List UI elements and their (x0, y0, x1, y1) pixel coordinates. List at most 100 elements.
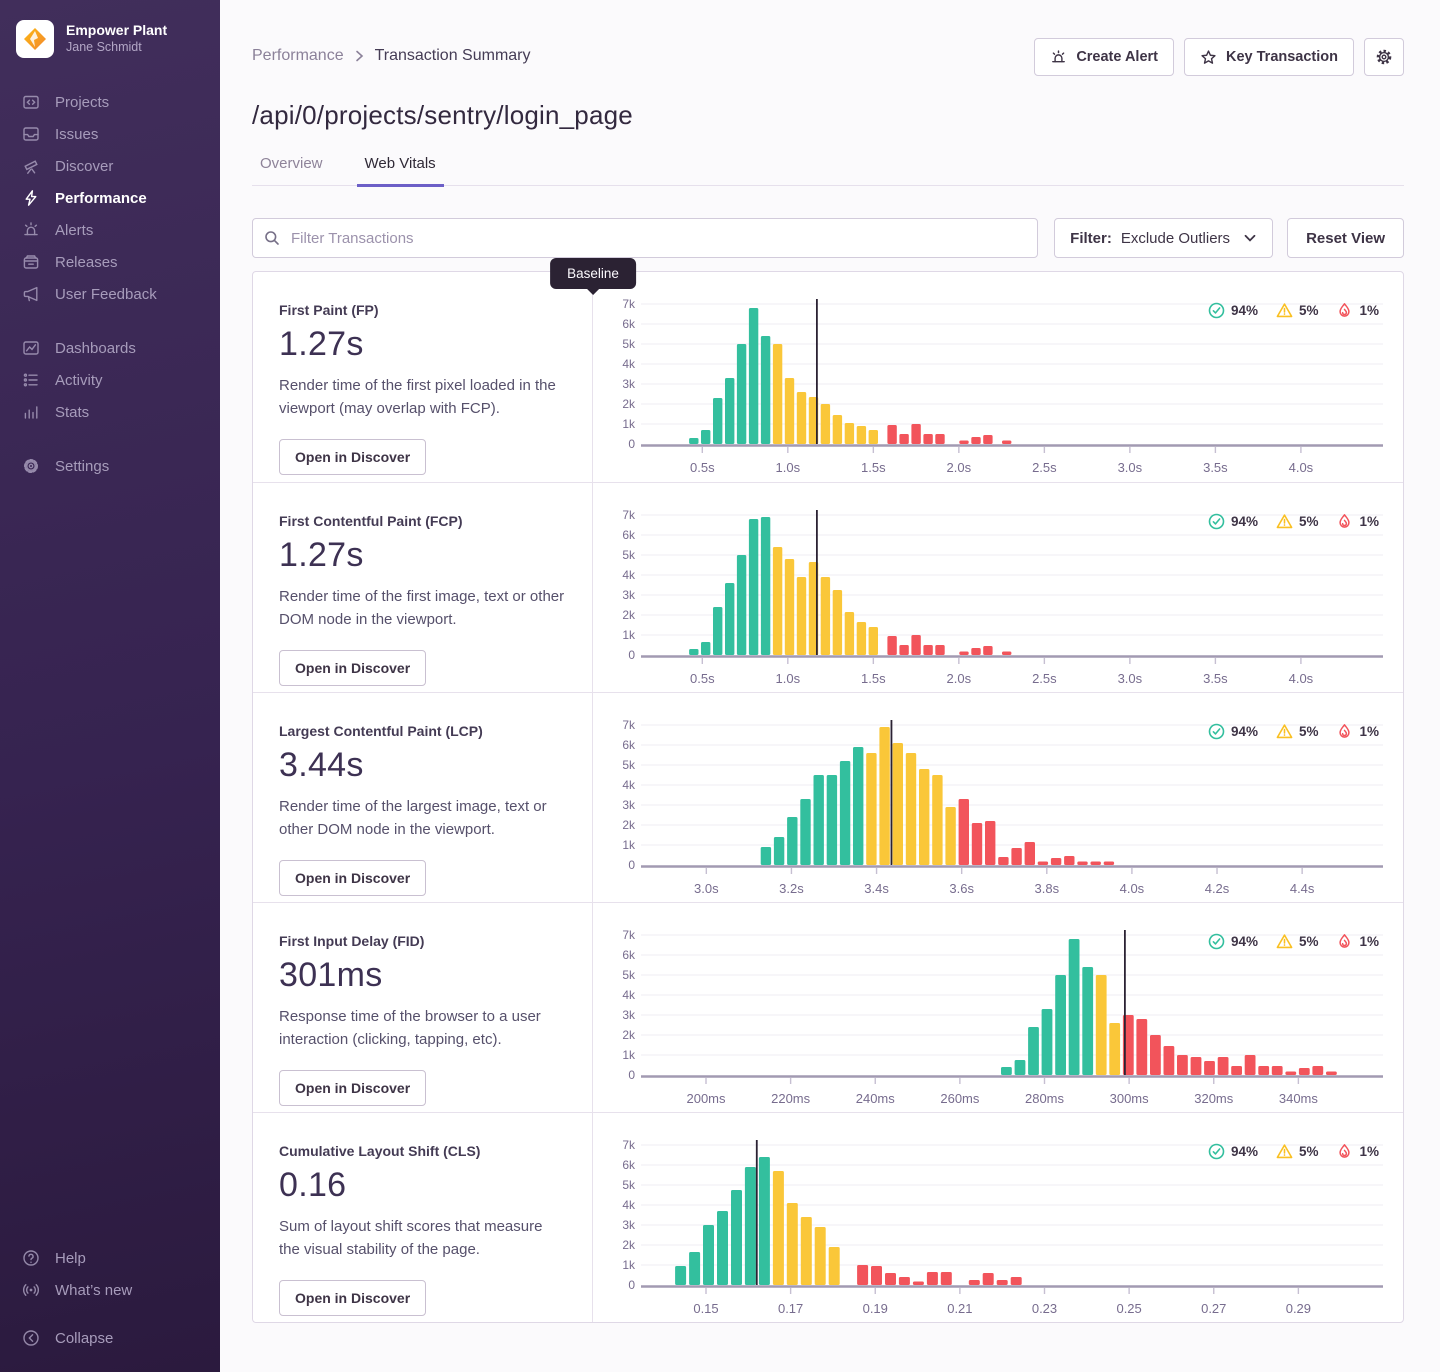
chevron-down-icon (1243, 231, 1257, 245)
check-circle-icon (1208, 933, 1225, 950)
transaction-settings-button[interactable] (1364, 38, 1404, 76)
projects-icon (22, 93, 40, 111)
svg-text:3.6s: 3.6s (949, 881, 974, 896)
svg-text:3.5s: 3.5s (1203, 460, 1228, 475)
breadcrumb-performance[interactable]: Performance (252, 47, 344, 64)
svg-text:2.0s: 2.0s (947, 671, 972, 686)
svg-text:3.0s: 3.0s (694, 881, 719, 896)
svg-text:2.5s: 2.5s (1032, 671, 1057, 686)
svg-text:2.5s: 2.5s (1032, 460, 1057, 475)
svg-text:2k: 2k (622, 397, 636, 411)
check-circle-icon (1208, 723, 1225, 740)
svg-text:2k: 2k (622, 608, 636, 622)
vital-name: First Input Delay (FID) (279, 933, 425, 949)
fire-icon (1336, 1143, 1353, 1160)
create-alert-button[interactable]: Create Alert (1034, 38, 1174, 76)
tab-overview[interactable]: Overview (260, 155, 323, 172)
svg-text:0: 0 (628, 1278, 635, 1292)
sidebar-item-alerts[interactable]: Alerts (0, 214, 220, 246)
performance-icon (22, 189, 40, 207)
svg-text:3k: 3k (622, 1218, 636, 1232)
sidebar-footer: Help What’s new Collapse (0, 1242, 220, 1354)
breadcrumb: Performance Transaction Summary (252, 38, 531, 65)
vital-value: 1.27s (279, 536, 364, 574)
svg-text:0.5s: 0.5s (690, 460, 715, 475)
svg-text:1k: 1k (622, 838, 636, 852)
legend-warn: 5% (1276, 723, 1318, 740)
open-in-discover-button[interactable]: Open in Discover (279, 1279, 427, 1316)
svg-text:6k: 6k (622, 1158, 636, 1172)
reset-view-button[interactable]: Reset View (1287, 218, 1404, 258)
svg-text:6k: 6k (622, 317, 636, 331)
sidebar-item-issues[interactable]: Issues (0, 118, 220, 150)
filter-dropdown-button[interactable]: Filter: Exclude Outliers (1054, 218, 1274, 258)
sidebar-item-label: Collapse (55, 1329, 114, 1347)
open-in-discover-button[interactable]: Open in Discover (279, 859, 427, 896)
sidebar-item-dashboards[interactable]: Dashboards (0, 332, 220, 364)
vital-name: Largest Contentful Paint (LCP) (279, 723, 483, 739)
tab-web-vitals[interactable]: Web Vitals (356, 155, 444, 187)
org-logo (16, 20, 54, 58)
user-name: Jane Schmidt (66, 39, 142, 54)
fire-icon (1336, 723, 1353, 740)
svg-text:1k: 1k (622, 1258, 636, 1272)
sidebar-group: Projects Issues Discover Performance Alerts R… (0, 86, 220, 310)
sidebar-item-label: Alerts (55, 221, 94, 239)
web-vitals-panel: First Paint (FP) 1.27s Render time of th… (252, 258, 1404, 1323)
svg-text:1k: 1k (622, 1048, 636, 1062)
sidebar-item-settings[interactable]: Settings (0, 450, 220, 482)
svg-text:4.0s: 4.0s (1289, 671, 1314, 686)
user-feedback-icon (22, 285, 40, 303)
filter-transactions-input[interactable] (252, 218, 1039, 258)
vital-histogram: 94% 5% (593, 693, 1403, 902)
svg-text:200ms: 200ms (686, 1091, 726, 1106)
sidebar-item-discover[interactable]: Discover (0, 150, 220, 182)
svg-text:3.5s: 3.5s (1203, 671, 1228, 686)
histogram-chart: 0 1k 2k 3k 4k 5k 6k 7k 200ms 220ms 240ms 260ms 280ms… (622, 928, 1383, 1106)
legend-fail: 1% (1336, 933, 1379, 950)
sidebar-item-label: User Feedback (55, 285, 157, 303)
vital-histogram: 94% 5% (593, 903, 1403, 1112)
org-switcher[interactable]: Empower Plant Jane Schmidt (0, 14, 220, 72)
legend-pass: 94% (1208, 1143, 1258, 1160)
svg-text:4.2s: 4.2s (1205, 881, 1230, 896)
check-circle-icon (1208, 513, 1225, 530)
svg-text:300ms: 300ms (1110, 1091, 1150, 1106)
vital-info: Largest Contentful Paint (LCP) 3.44s Ren… (253, 693, 593, 902)
open-in-discover-button[interactable]: Open in Discover (279, 438, 427, 475)
vital-legend: 94% 5% (1208, 302, 1379, 319)
svg-text:0.29: 0.29 (1286, 1301, 1311, 1316)
page-title: /api/0/projects/sentry/login_page (252, 100, 633, 130)
sidebar-item-activity[interactable]: Activity (0, 364, 220, 396)
empower-plant-logo-icon (24, 28, 46, 50)
svg-text:4k: 4k (622, 988, 636, 1002)
sidebar-item-releases[interactable]: Releases (0, 246, 220, 278)
sidebar-item-user-feedback[interactable]: User Feedback (0, 278, 220, 310)
sidebar-item-stats[interactable]: Stats (0, 396, 220, 428)
open-in-discover-button[interactable]: Open in Discover (279, 649, 427, 686)
sidebar-item-whats-new[interactable]: What’s new (0, 1274, 220, 1306)
svg-text:1.0s: 1.0s (776, 460, 801, 475)
sidebar-item-collapse[interactable]: Collapse (0, 1322, 220, 1354)
histogram-chart: 0 1k 2k 3k 4k 5k 6k 7k 0.15 0.17 0.19 0.21 0.23 0.25 0… (622, 1138, 1383, 1316)
sidebar-item-projects[interactable]: Projects (0, 86, 220, 118)
alerts-icon (22, 221, 40, 239)
key-transaction-button[interactable]: Key Transaction (1183, 38, 1354, 76)
vital-description: Render time of the largest image, text o… (279, 798, 547, 839)
vital-info: Cumulative Layout Shift (CLS) 0.16 Sum o… (253, 1113, 593, 1322)
sidebar-item-performance[interactable]: Performance (0, 182, 220, 214)
svg-text:320ms: 320ms (1194, 1091, 1234, 1106)
vital-name: First Paint (FP) (279, 302, 379, 318)
svg-text:0: 0 (628, 1068, 635, 1082)
sidebar-item-label: Stats (55, 403, 90, 421)
sidebar-item-help[interactable]: Help (0, 1242, 220, 1274)
vital-histogram: 94% 5% (593, 483, 1403, 692)
warning-triangle-icon (1276, 723, 1293, 740)
svg-text:6k: 6k (622, 738, 636, 752)
svg-text:3k: 3k (622, 377, 636, 391)
sidebar-item-label: Settings (55, 457, 110, 475)
vital-row: First Paint (FP) 1.27s Render time of th… (253, 258, 1403, 482)
open-in-discover-button[interactable]: Open in Discover (279, 1069, 427, 1106)
svg-text:4k: 4k (622, 778, 636, 792)
svg-text:4.0s: 4.0s (1120, 881, 1145, 896)
